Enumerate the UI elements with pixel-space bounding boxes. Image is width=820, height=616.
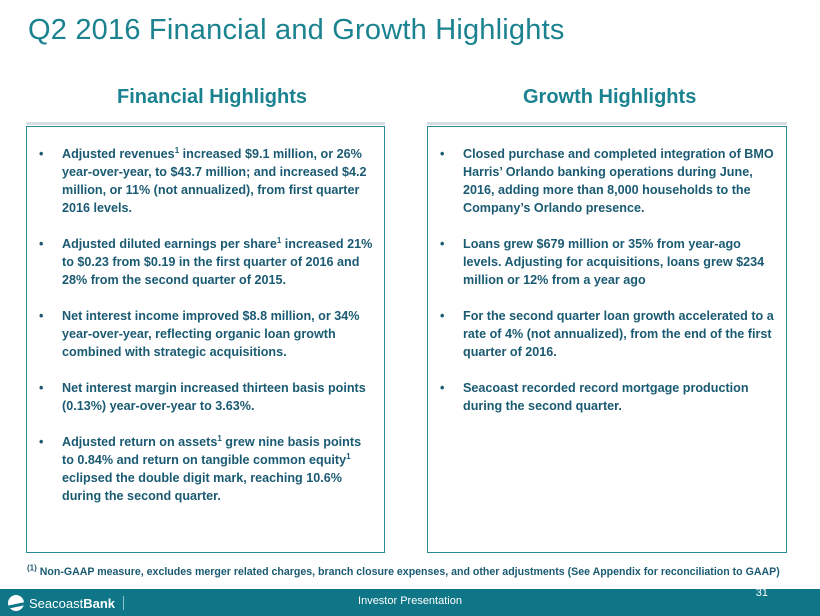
seacoast-bank-logo: SeacoastBank — [8, 595, 124, 611]
bullet-icon: • — [39, 147, 44, 161]
list-item: • Adjusted revenues1 increased $9.1 milli… — [39, 145, 367, 215]
logo-divider — [123, 596, 124, 610]
footnote-text: Non-GAAP measure, excludes merger relate… — [36, 566, 780, 578]
page-title: Q2 2016 Financial and Growth Highlights — [28, 14, 565, 46]
bullet-icon: • — [440, 309, 445, 323]
bullet-icon: • — [39, 237, 44, 251]
bullet-icon: • — [440, 381, 445, 395]
list-item: • Net interest income improved $8.8 milli… — [39, 309, 360, 359]
list-item: • For the second quarter loan growth acce… — [440, 309, 774, 359]
list-item: • Seacoast recorded record mortgage produ… — [440, 381, 749, 413]
list-item: • Loans grew $679 million or 35% from yea… — [440, 237, 765, 287]
growth-highlights-heading: Growth Highlights — [523, 86, 697, 108]
footer-label: Investor Presentation — [358, 595, 462, 607]
financial-highlights-list: • Adjusted revenues1 increased $9.1 milli… — [39, 145, 376, 523]
list-item: • Adjusted return on assets1 grew nine ba… — [39, 433, 362, 503]
bullet-icon: • — [440, 237, 445, 251]
bullet-icon: • — [39, 381, 44, 395]
footnote: (1) Non-GAAP measure, excludes merger re… — [27, 563, 780, 578]
list-item: • Adjusted diluted earnings per share1 in… — [39, 235, 373, 287]
footnote-marker: (1) — [27, 563, 37, 573]
financial-highlights-heading: Financial Highlights — [117, 86, 308, 108]
page-number: 31 — [755, 587, 768, 599]
list-item: • Net interest margin increased thirteen … — [39, 381, 366, 413]
bullet-icon: • — [39, 435, 44, 449]
financial-highlights-panel: • Adjusted revenues1 increased $9.1 milli… — [26, 122, 385, 553]
logo-text: SeacoastBank — [29, 595, 115, 611]
growth-highlights-list: • Closed purchase and completed integrati… — [440, 145, 778, 433]
seacoast-logo-icon — [8, 595, 24, 611]
bullet-icon: • — [39, 309, 44, 323]
footer-bar: SeacoastBank Investor Presentation 31 — [0, 587, 820, 616]
bullet-icon: • — [440, 147, 445, 161]
growth-highlights-panel: • Closed purchase and completed integrati… — [427, 122, 787, 553]
list-item: • Closed purchase and completed integrati… — [440, 147, 774, 215]
